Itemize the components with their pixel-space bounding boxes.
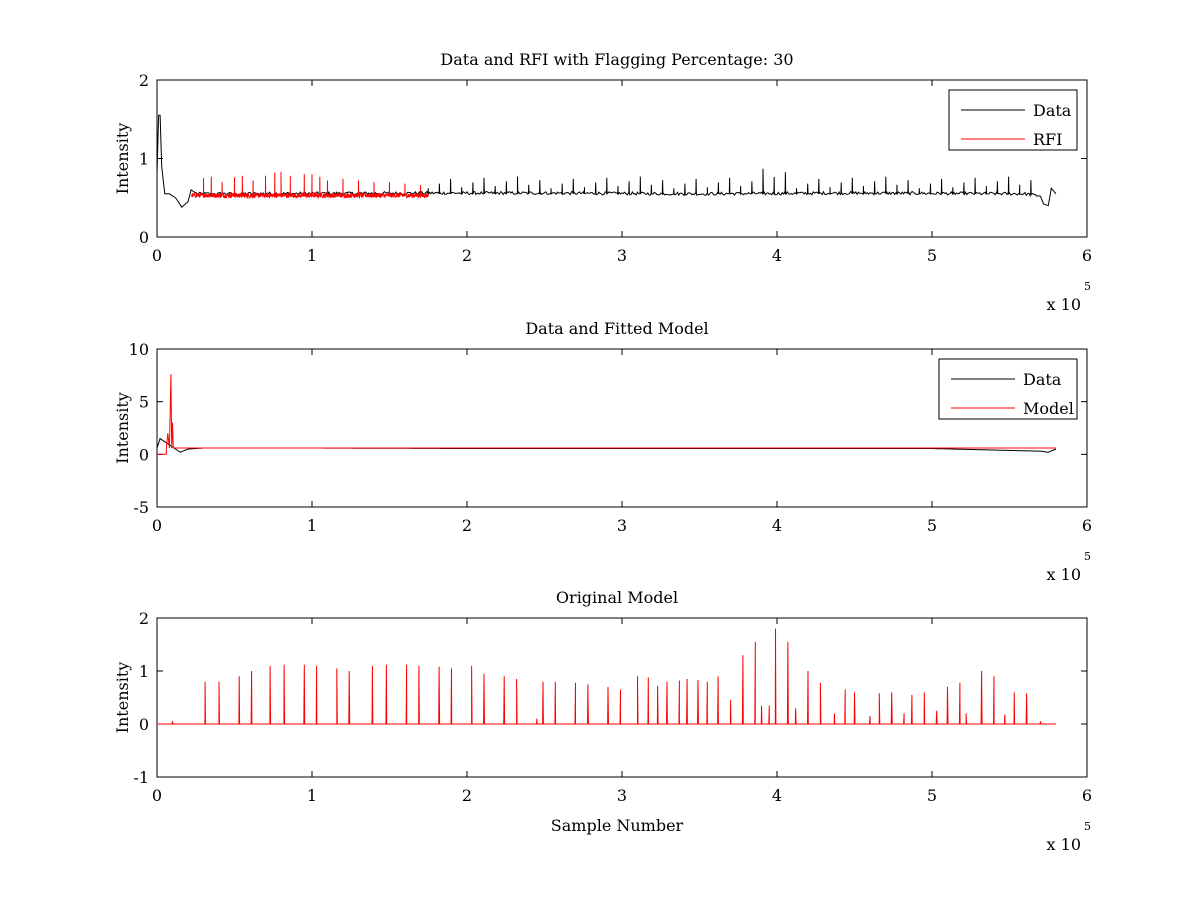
x-tick-label: 2	[462, 246, 472, 265]
y-tick-label: 10	[129, 340, 149, 359]
x-tick-label: 0	[152, 246, 162, 265]
x-tick-label: 4	[772, 246, 782, 265]
x-tick-label: 3	[617, 516, 627, 535]
x-scale-label: x 10	[1047, 295, 1081, 314]
x-scale-label: x 10	[1047, 835, 1081, 854]
x-scale-exponent: 5	[1084, 820, 1091, 833]
chart-title: Data and RFI with Flagging Percentage: 3…	[440, 50, 793, 69]
plot-area	[156, 79, 1088, 238]
y-tick-label: 5	[139, 393, 149, 412]
x-tick-label: 1	[307, 516, 317, 535]
legend: Data Model	[938, 358, 1078, 420]
chart-panel-1: 0 1 2 3 4 5 6 0 1 2 Data and RFI with Flagging Per…	[113, 50, 1092, 314]
x-tick-label: 3	[617, 786, 627, 805]
x-tick-label: 1	[307, 246, 317, 265]
x-tick-label: 6	[1082, 786, 1092, 805]
y-axis-label: Intensity	[113, 662, 132, 734]
x-tick-label: 2	[462, 516, 472, 535]
x-axis-label: Sample Number	[551, 816, 684, 835]
x-scale-exponent: 5	[1084, 550, 1091, 563]
y-tick-label: 2	[139, 609, 149, 628]
x-tick-label: 6	[1082, 246, 1092, 265]
legend-entry: Data	[1033, 101, 1072, 120]
series-line-data	[157, 114, 1057, 208]
x-tick-label: 0	[152, 786, 162, 805]
x-scale-label: x 10	[1047, 565, 1081, 584]
series-line-model	[157, 374, 1056, 455]
legend-box	[948, 89, 1078, 151]
y-tick-label: 0	[139, 228, 149, 247]
series-line-model	[157, 628, 1056, 725]
x-tick-label: 6	[1082, 516, 1092, 535]
legend-entry: RFI	[1033, 130, 1062, 149]
plot-area	[156, 348, 1088, 508]
y-tick-label: 2	[139, 71, 149, 90]
legend-entry: Model	[1023, 399, 1074, 418]
x-tick-label: 5	[927, 516, 937, 535]
x-tick-label: 1	[307, 786, 317, 805]
y-tick-label: 0	[139, 445, 149, 464]
chart-title: Data and Fitted Model	[525, 319, 708, 338]
x-tick-label: 2	[462, 786, 472, 805]
y-tick-label: 0	[139, 715, 149, 734]
series-line-rfi	[190, 171, 429, 200]
y-axis-label: Intensity	[113, 123, 132, 195]
x-tick-label: 5	[927, 786, 937, 805]
legend-entry: Data	[1023, 370, 1062, 389]
legend-box	[938, 358, 1078, 420]
x-tick-label: 4	[772, 786, 782, 805]
x-tick-label: 4	[772, 516, 782, 535]
y-tick-label: 1	[139, 150, 149, 169]
plot-area	[156, 617, 1088, 778]
y-tick-label: -1	[133, 768, 149, 787]
x-tick-label: 0	[152, 516, 162, 535]
x-scale-exponent: 5	[1084, 280, 1091, 293]
y-tick-label: -5	[133, 498, 149, 517]
chart-title: Original Model	[556, 588, 678, 607]
y-axis-label: Intensity	[113, 392, 132, 464]
y-tick-label: 1	[139, 662, 149, 681]
x-tick-label: 3	[617, 246, 627, 265]
x-tick-label: 5	[927, 246, 937, 265]
legend: Data RFI	[948, 89, 1078, 151]
